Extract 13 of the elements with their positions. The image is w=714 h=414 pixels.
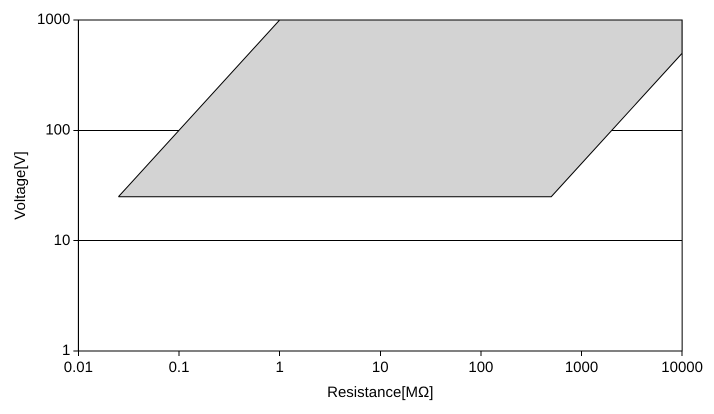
y-axis-title: Voltage[V] xyxy=(12,151,30,220)
x-tick-label: 10000 xyxy=(661,359,704,376)
y-tick-label: 1 xyxy=(62,342,70,360)
x-tick-label: 0.1 xyxy=(168,359,190,376)
x-axis-title: Resistance[MΩ] xyxy=(327,384,434,402)
x-tick-label: 1 xyxy=(275,359,284,376)
y-tick-label: 100 xyxy=(45,121,70,138)
y-tick-label: 1000 xyxy=(36,11,70,28)
x-tick-label: 0.01 xyxy=(64,359,93,376)
x-tick-label: 100 xyxy=(468,359,494,376)
x-tick-label: 10 xyxy=(372,359,389,376)
y-tick-label: 10 xyxy=(54,232,70,249)
x-tick-label: 1000 xyxy=(564,359,598,376)
